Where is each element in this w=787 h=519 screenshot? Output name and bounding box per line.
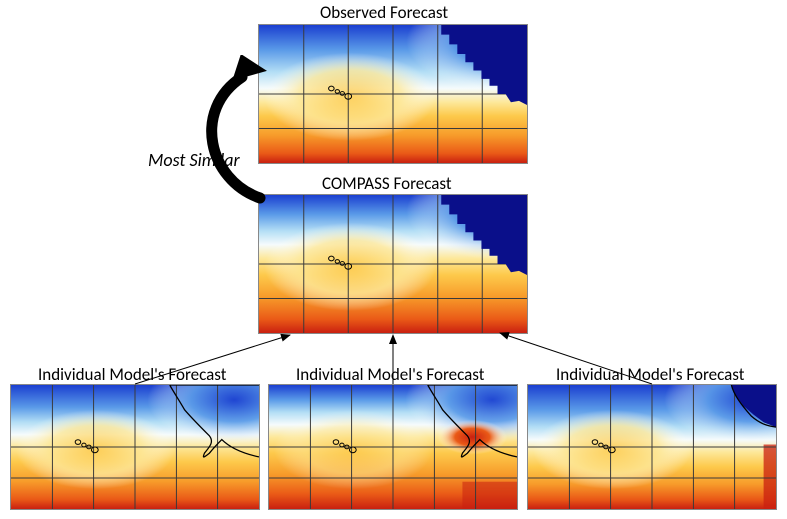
individual-label-2: Individual Model's Forecast <box>296 364 484 385</box>
compass-map <box>258 194 528 334</box>
individual-map-1 <box>10 384 260 510</box>
most-similar-label: Most Similar <box>148 149 240 171</box>
observed-label: Observed Forecast <box>320 2 448 23</box>
individual-label-1: Individual Model's Forecast <box>38 364 226 385</box>
individual-map-3 <box>527 384 777 510</box>
observed-map <box>258 24 528 164</box>
individual-map-2 <box>268 384 518 510</box>
compass-label: COMPASS Forecast <box>322 173 452 194</box>
individual-label-3: Individual Model's Forecast <box>556 364 744 385</box>
